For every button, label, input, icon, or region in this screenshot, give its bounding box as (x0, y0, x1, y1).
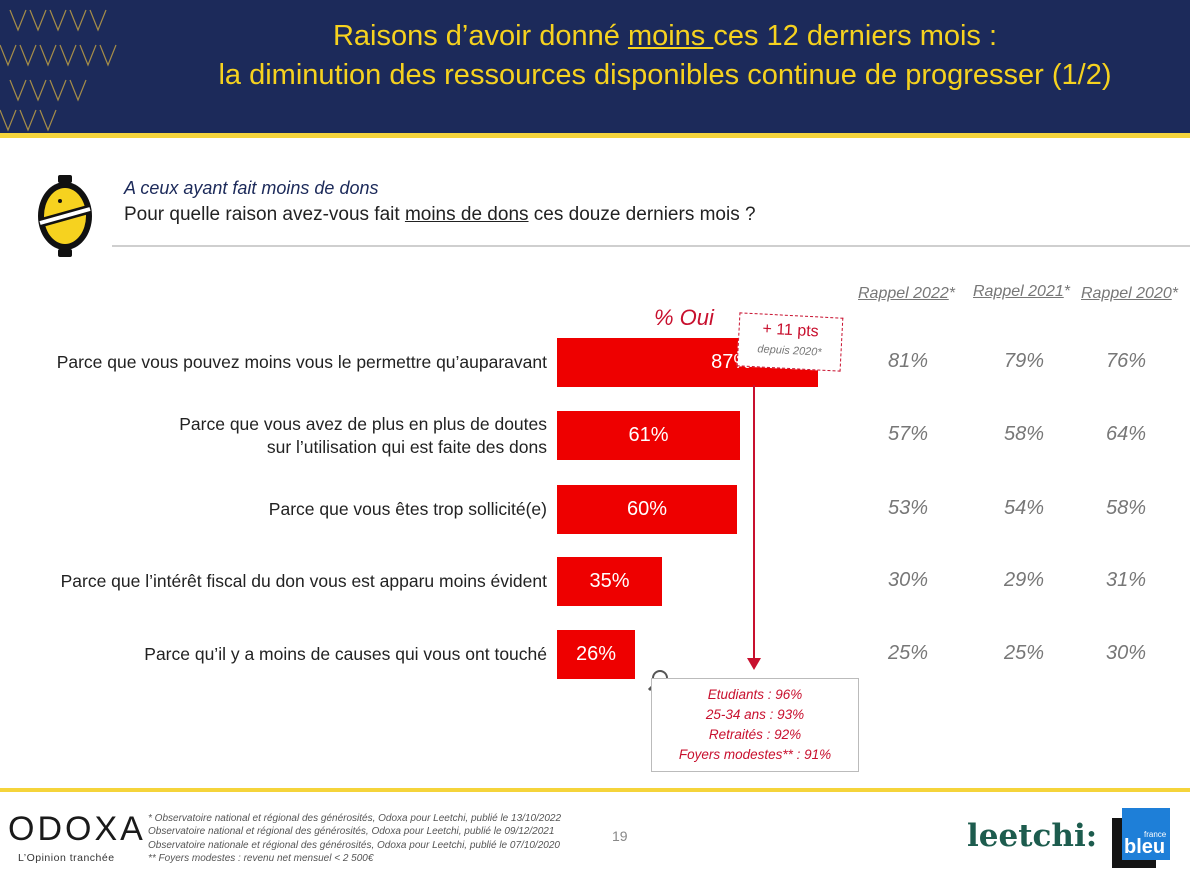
rappel-2022-header: Rappel 2022* (858, 285, 955, 302)
rappel-value: 79% (1003, 350, 1045, 372)
header-divider (0, 133, 1190, 138)
page-number: 19 (612, 828, 628, 844)
category-label-line: Parce que vous pouvez moins vous le perm… (56, 352, 547, 372)
source-notes: * Observatoire national et régional des … (148, 812, 561, 865)
category-label: Parce qu’il y a moins de causes qui vous… (144, 643, 547, 666)
note-line: ** Foyers modestes : revenu net mensuel … (148, 852, 374, 864)
category-label-line: Parce qu’il y a moins de causes qui vous… (144, 644, 547, 664)
rappel-value: 57% (887, 423, 929, 445)
rappel-value: 64% (1105, 423, 1147, 445)
odoxa-logo: ODOXA (8, 810, 146, 848)
header-banner: Raisons d’avoir donné moins ces 12 derni… (0, 0, 1190, 133)
bar-value-label: 60% (626, 498, 668, 520)
rappel-value: 58% (1003, 423, 1045, 445)
question-target: A ceux ayant fait moins de dons (124, 178, 379, 198)
coin-icon (38, 175, 92, 257)
category-label-line: Parce que vous êtes trop sollicité(e) (268, 499, 547, 519)
rappel-2021-header: Rappel 2021* (973, 283, 1070, 300)
category-label: Parce que vous êtes trop sollicité(e) (269, 498, 547, 521)
category-label: Parce que l’intérêt fiscal du don vous e… (61, 570, 547, 593)
category-label-line: Parce que vous avez de plus en plus de d… (179, 413, 547, 434)
category-label: Parce que vous pouvez moins vous le perm… (57, 351, 547, 374)
note-line: Observatoire national et régional des gé… (148, 826, 555, 838)
rappel-value: 58% (1105, 497, 1147, 519)
rappel-2020-header: Rappel 2020* (1081, 285, 1178, 302)
bar (557, 485, 737, 534)
detail-line: Foyers modestes** : 91% (678, 747, 832, 762)
change-callout: + 11 pts depuis 2020* (736, 312, 844, 372)
detail-line: Retraités : 92% (708, 727, 802, 742)
footer-divider (0, 788, 1190, 792)
rappel-value: 30% (887, 569, 929, 591)
rappel-value: 53% (887, 497, 929, 519)
detail-line: Etudiants : 96% (707, 687, 803, 702)
france-bleu-logo (1122, 808, 1170, 860)
france-bleu-label: bleu (1124, 836, 1166, 858)
category-label: Parce que vous avez de plus en plus de d… (179, 413, 547, 459)
rappel-value: 81% (887, 350, 929, 372)
rappel-value: 29% (1003, 569, 1045, 591)
note-line: Observatoire nationale et régional des g… (148, 839, 560, 851)
leetchi-logo: leetchi: (967, 818, 1098, 854)
arrow-down-icon (747, 658, 761, 670)
rappel-value: 76% (1105, 350, 1147, 372)
bar (557, 411, 740, 460)
note-line: * Observatoire national et régional des … (148, 813, 562, 824)
rappel-value: 25% (1003, 642, 1045, 664)
subgroup-details: Etudiants : 96% 25-34 ans : 93% Retraité… (651, 678, 859, 772)
odoxa-tagline: L’Opinion tranchée (18, 852, 115, 864)
detail-line: 25-34 ans : 93% (705, 707, 805, 722)
question-text: Pour quelle raison avez-vous fait moins … (124, 204, 756, 225)
title-line-2: la diminution des ressources disponibles… (218, 59, 1112, 91)
category-label-line: Parce que l’intérêt fiscal du don vous e… (60, 571, 547, 591)
category-label-line: sur l’utilisation qui est faite des dons (266, 436, 547, 457)
bar-value-label: 35% (589, 570, 630, 592)
decorative-pattern (0, 9, 117, 132)
rappel-value: 25% (887, 642, 929, 664)
rappel-value: 30% (1105, 642, 1147, 664)
change-since: depuis 2020* (757, 343, 822, 359)
rappel-value: 54% (1003, 497, 1045, 519)
series-header: % Oui (654, 305, 714, 330)
bar (557, 630, 635, 679)
rappel-value: 31% (1105, 569, 1147, 591)
bar-value-label: 61% (628, 424, 669, 446)
callout-connector (753, 385, 755, 660)
france-bleu-small-label: france (1144, 830, 1167, 839)
change-value: + 11 pts (762, 320, 820, 341)
bar-value-label: 26% (575, 643, 617, 665)
question-divider (112, 245, 1190, 247)
title-line-1: Raisons d’avoir donné moins ces 12 derni… (332, 20, 998, 52)
bar (557, 557, 662, 606)
